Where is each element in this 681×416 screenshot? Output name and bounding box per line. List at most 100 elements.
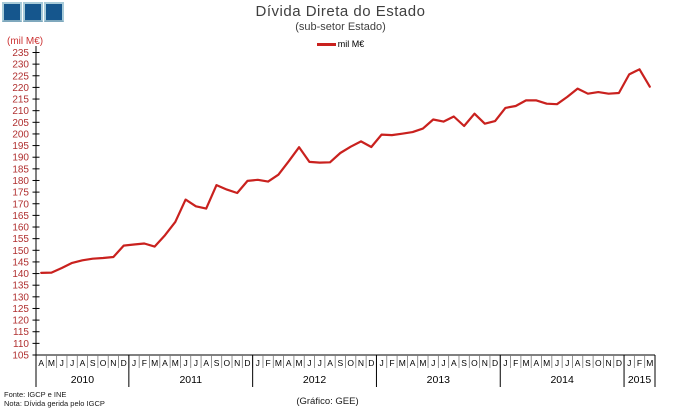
month-letter: M — [172, 358, 179, 368]
y-tick-label: 110 — [13, 339, 29, 350]
year-label: 2012 — [303, 374, 327, 386]
y-tick-label: 165 — [12, 211, 29, 222]
y-tick-label: 225 — [12, 71, 29, 82]
year-label: 2015 — [628, 374, 652, 386]
y-tick-label: 145 — [12, 257, 29, 268]
year-label: 2010 — [71, 374, 95, 386]
month-letter: M — [275, 358, 282, 368]
y-tick-label: 135 — [12, 281, 29, 292]
year-label: 2014 — [550, 374, 574, 386]
legend: mil M€ — [0, 39, 681, 49]
month-letter: A — [80, 358, 86, 368]
month-letter: J — [194, 358, 198, 368]
month-letter: N — [234, 358, 240, 368]
month-letter: S — [338, 358, 344, 368]
y-tick-label: 190 — [12, 153, 29, 164]
month-letter: D — [368, 358, 374, 368]
month-letter: M — [522, 358, 529, 368]
y-tick-label: 210 — [12, 106, 29, 117]
y-tick-label: 150 — [12, 246, 29, 257]
month-letter: J — [307, 358, 311, 368]
y-axis-unit-label: (mil M€) — [7, 36, 44, 47]
data-note: Nota: Dívida gerida pelo IGCP — [4, 398, 105, 408]
y-tick-label: 205 — [12, 118, 29, 129]
month-letter: S — [585, 358, 591, 368]
month-letter: F — [513, 358, 518, 368]
month-letter: F — [142, 358, 147, 368]
month-letter: J — [379, 358, 383, 368]
logo-square — [44, 2, 64, 22]
y-tick-label: 180 — [12, 176, 29, 187]
month-letter: D — [492, 358, 498, 368]
month-letter: O — [347, 358, 354, 368]
month-letter: J — [256, 358, 260, 368]
year-label: 2013 — [427, 374, 451, 386]
month-letter: F — [637, 358, 642, 368]
month-letter: A — [38, 358, 44, 368]
month-letter: O — [595, 358, 602, 368]
y-tick-label: 200 — [12, 129, 29, 140]
logo-square — [2, 2, 22, 22]
month-letter: S — [461, 358, 467, 368]
y-tick-label: 215 — [12, 95, 29, 106]
month-letter: J — [565, 358, 569, 368]
month-letter: J — [132, 358, 136, 368]
y-tick-label: 170 — [12, 199, 29, 210]
source-note: Fonte: IGCP e INE — [4, 390, 67, 399]
page-title: Dívida Direta do Estado — [255, 3, 426, 20]
month-letter: M — [296, 358, 303, 368]
month-letter: J — [70, 358, 74, 368]
month-letter: J — [318, 358, 322, 368]
month-letter: A — [534, 358, 540, 368]
month-letter: J — [627, 358, 631, 368]
y-tick-label: 235 — [12, 48, 29, 59]
y-tick-label: 105 — [12, 351, 29, 362]
month-letter: A — [162, 358, 168, 368]
y-tick-label: 230 — [12, 60, 29, 71]
y-tick-label: 155 — [12, 234, 29, 245]
month-letter: A — [451, 358, 457, 368]
month-letter: J — [503, 358, 507, 368]
credit-note: (Gráfico: GEE) — [296, 396, 359, 407]
y-tick-label: 130 — [12, 292, 29, 303]
logo-square — [23, 2, 43, 22]
y-tick-label: 125 — [12, 304, 29, 315]
y-tick-label: 220 — [12, 83, 29, 94]
month-letter: N — [358, 358, 364, 368]
month-letter: A — [327, 358, 333, 368]
month-letter: F — [266, 358, 271, 368]
y-tick-label: 140 — [12, 269, 29, 280]
logo — [2, 2, 65, 22]
month-letter: F — [389, 358, 394, 368]
month-letter: S — [90, 358, 96, 368]
month-letter: O — [100, 358, 107, 368]
month-letter: N — [110, 358, 116, 368]
y-tick-label: 185 — [12, 164, 29, 175]
month-letter: M — [399, 358, 406, 368]
month-letter: A — [203, 358, 209, 368]
month-letter: J — [431, 358, 435, 368]
month-letter: O — [471, 358, 478, 368]
year-label: 2011 — [179, 374, 202, 386]
month-letter: M — [151, 358, 158, 368]
month-letter: J — [183, 358, 187, 368]
legend-label: mil M€ — [337, 39, 365, 49]
y-tick-label: 115 — [13, 327, 29, 338]
y-tick-label: 195 — [12, 141, 29, 152]
month-letter: J — [555, 358, 559, 368]
page-subtitle: (sub-setor Estado) — [295, 21, 386, 33]
month-letter: M — [646, 358, 653, 368]
month-letter: J — [60, 358, 64, 368]
y-tick-label: 175 — [12, 188, 29, 199]
month-letter: D — [616, 358, 622, 368]
month-letter: A — [575, 358, 581, 368]
month-letter: M — [419, 358, 426, 368]
month-letter: O — [224, 358, 231, 368]
month-letter: N — [482, 358, 488, 368]
footnotes: Fonte: IGCP e INE Nota: Dívida gerida pe… — [4, 390, 105, 408]
month-letter: A — [410, 358, 416, 368]
month-letter: D — [121, 358, 127, 368]
debt-line — [40, 68, 651, 274]
